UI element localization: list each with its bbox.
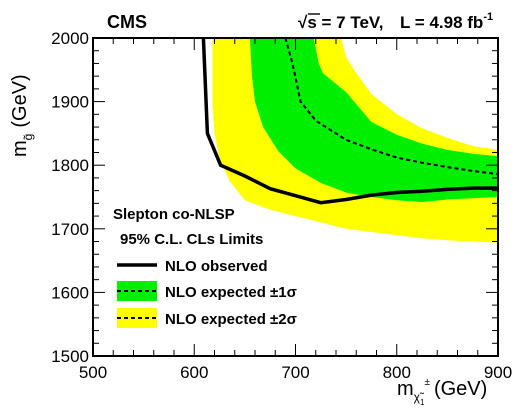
x-tick-label: 900 bbox=[484, 363, 512, 382]
y-tick-label: 1900 bbox=[51, 93, 89, 112]
cls-label: 95% C.L. CLs Limits bbox=[120, 231, 263, 248]
legend-entry-label: NLO observed bbox=[165, 258, 268, 275]
x-tick-label: 800 bbox=[383, 363, 411, 382]
y-tick-label: 1500 bbox=[51, 347, 89, 366]
legend-2sigma-swatch bbox=[117, 308, 157, 328]
x-axis-title: mχ̃1± (GeV) bbox=[397, 377, 487, 407]
y-tick-label: 1700 bbox=[51, 220, 89, 239]
energy-label: √s = 7 TeV, bbox=[298, 13, 383, 32]
x-tick-label: 700 bbox=[281, 363, 309, 382]
model-label: Slepton co-NLSP bbox=[113, 206, 235, 223]
axis-ticks bbox=[92, 37, 499, 357]
annotations: CMS √s = 7 TeV, L = 4.98 fb-1 Slepton co-NL… bbox=[107, 11, 493, 248]
observed-limit-line bbox=[201, 37, 498, 205]
band-1sigma bbox=[249, 38, 498, 203]
x-tick-label: 500 bbox=[79, 363, 107, 382]
y-tick-label: 2000 bbox=[51, 29, 89, 48]
legend-entry-label: NLO expected ±2σ bbox=[165, 311, 297, 328]
experiment-label: CMS bbox=[107, 12, 147, 32]
luminosity-label: L = 4.98 fb-1 bbox=[400, 11, 493, 32]
x-tick-label: 600 bbox=[180, 363, 208, 382]
legend-1sigma-swatch bbox=[117, 281, 157, 301]
y-axis-title: mg̃(GeV) bbox=[9, 74, 35, 157]
legend: NLO observed NLO expected ±1σ NLO expected… bbox=[117, 258, 297, 328]
legend-entry-label: NLO expected ±1σ bbox=[165, 284, 297, 301]
limit-curves bbox=[201, 37, 499, 205]
y-tick-label: 1800 bbox=[51, 156, 89, 175]
axis-labels: 500 600 700 800 900 1500 1600 1700 1800 1900 2000 m… bbox=[9, 29, 512, 407]
y-tick-label: 1600 bbox=[51, 283, 89, 302]
expected-bands bbox=[212, 38, 498, 243]
expected-limit-line bbox=[284, 37, 499, 176]
